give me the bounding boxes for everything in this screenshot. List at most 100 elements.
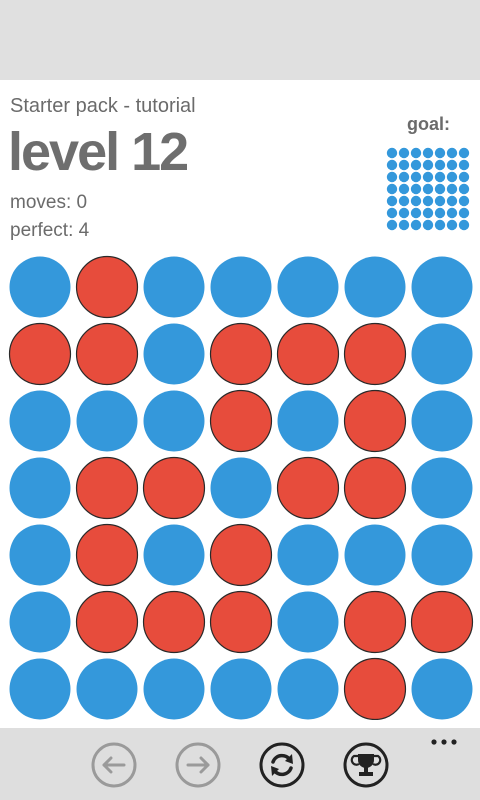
blue-dot[interactable] (411, 457, 473, 519)
goal-dot (458, 219, 470, 231)
level-title: level 12 (8, 122, 189, 182)
goal-dot (422, 195, 434, 207)
red-dot[interactable] (276, 456, 340, 520)
goal-preview (386, 147, 470, 231)
red-dot[interactable] (343, 322, 407, 386)
blue-dot[interactable] (210, 256, 272, 318)
red-dot[interactable] (75, 255, 139, 319)
blue-dot[interactable] (9, 658, 71, 720)
back-button[interactable] (91, 742, 137, 788)
goal-dot (446, 171, 458, 183)
blue-dot[interactable] (143, 256, 205, 318)
blue-dot[interactable] (143, 323, 205, 385)
goal-dot (434, 147, 446, 159)
goal-dot (410, 147, 422, 159)
red-dot[interactable] (75, 322, 139, 386)
red-dot[interactable] (8, 322, 72, 386)
red-dot[interactable] (410, 590, 474, 654)
arrow-right-icon (175, 742, 221, 788)
red-dot[interactable] (276, 322, 340, 386)
blue-dot[interactable] (344, 256, 406, 318)
blue-dot[interactable] (411, 524, 473, 586)
goal-dot (458, 171, 470, 183)
goal-dot (398, 219, 410, 231)
goal-dot (410, 159, 422, 171)
trophy-icon (343, 742, 389, 788)
goal-dot (422, 159, 434, 171)
more-options-button[interactable] (426, 732, 462, 752)
blue-dot[interactable] (76, 658, 138, 720)
red-dot[interactable] (75, 523, 139, 587)
red-dot[interactable] (75, 590, 139, 654)
red-dot[interactable] (343, 456, 407, 520)
red-dot[interactable] (343, 389, 407, 453)
goal-dot (458, 195, 470, 207)
blue-dot[interactable] (277, 591, 339, 653)
blue-dot[interactable] (9, 591, 71, 653)
goal-dot (434, 159, 446, 171)
goal-dot (398, 183, 410, 195)
goal-dot (410, 183, 422, 195)
blue-dot[interactable] (411, 390, 473, 452)
goal-dot (446, 207, 458, 219)
forward-button[interactable] (175, 742, 221, 788)
red-dot[interactable] (343, 657, 407, 720)
game-board[interactable] (0, 250, 480, 720)
goal-dot (398, 207, 410, 219)
refresh-icon (259, 742, 305, 788)
goal-dot (446, 159, 458, 171)
red-dot[interactable] (75, 456, 139, 520)
status-bar (0, 0, 480, 80)
goal-dot (446, 195, 458, 207)
goal-dot (434, 171, 446, 183)
blue-dot[interactable] (277, 390, 339, 452)
blue-dot[interactable] (411, 256, 473, 318)
red-dot[interactable] (343, 590, 407, 654)
blue-dot[interactable] (277, 256, 339, 318)
goal-dot (458, 183, 470, 195)
red-dot[interactable] (209, 523, 273, 587)
goal-dot (422, 183, 434, 195)
goal-dot (398, 159, 410, 171)
blue-dot[interactable] (344, 524, 406, 586)
blue-dot[interactable] (143, 658, 205, 720)
goal-dot (410, 219, 422, 231)
blue-dot[interactable] (210, 457, 272, 519)
goal-dot (386, 183, 398, 195)
goal-dot (398, 195, 410, 207)
goal-dot (458, 147, 470, 159)
goal-dot (446, 219, 458, 231)
goal-dot (410, 195, 422, 207)
goal-dot (398, 171, 410, 183)
goal-dot (410, 171, 422, 183)
blue-dot[interactable] (9, 524, 71, 586)
red-dot[interactable] (142, 590, 206, 654)
restart-button[interactable] (259, 742, 305, 788)
ellipsis-icon (431, 739, 457, 745)
goal-dot (446, 183, 458, 195)
red-dot[interactable] (209, 389, 273, 453)
blue-dot[interactable] (277, 524, 339, 586)
goal-dot (386, 195, 398, 207)
blue-dot[interactable] (277, 658, 339, 720)
pack-title: Starter pack - tutorial (10, 95, 196, 117)
blue-dot[interactable] (143, 390, 205, 452)
red-dot[interactable] (209, 590, 273, 654)
goal-dot (386, 159, 398, 171)
blue-dot[interactable] (76, 390, 138, 452)
arrow-left-icon (91, 742, 137, 788)
red-dot[interactable] (209, 322, 273, 386)
blue-dot[interactable] (411, 323, 473, 385)
blue-dot[interactable] (9, 390, 71, 452)
goal-dot (458, 207, 470, 219)
blue-dot[interactable] (9, 256, 71, 318)
red-dot[interactable] (142, 456, 206, 520)
blue-dot[interactable] (9, 457, 71, 519)
blue-dot[interactable] (210, 658, 272, 720)
goal-dot (386, 171, 398, 183)
goal-dot (386, 207, 398, 219)
blue-dot[interactable] (143, 524, 205, 586)
trophy-button[interactable] (343, 742, 389, 788)
goal-dot (386, 219, 398, 231)
blue-dot[interactable] (411, 658, 473, 720)
